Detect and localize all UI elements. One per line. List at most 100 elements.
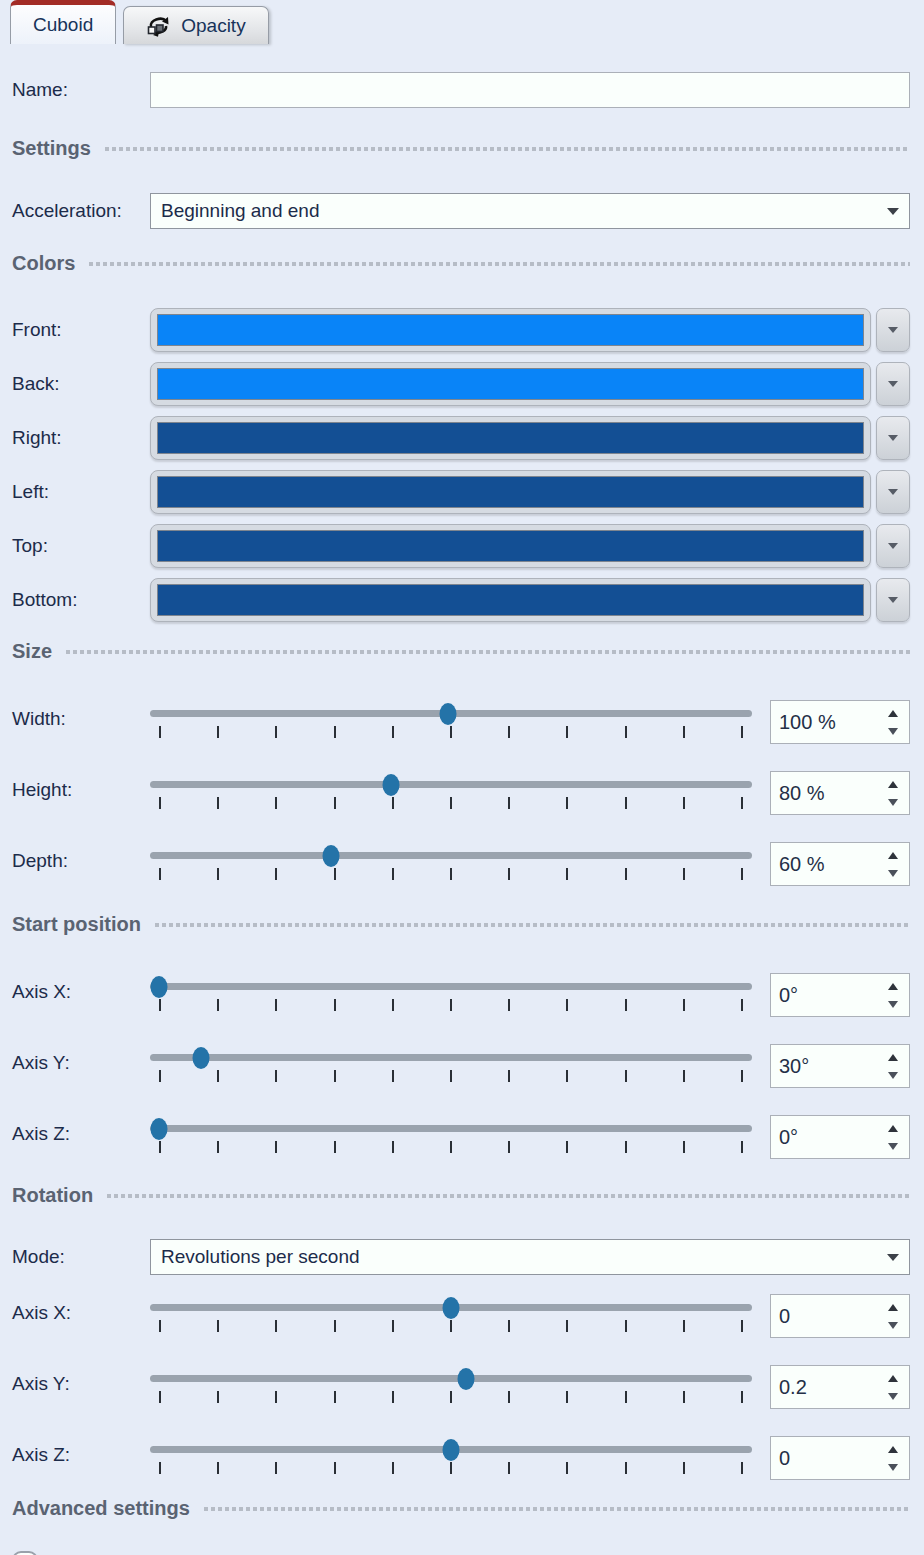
spin-down-icon[interactable]: [888, 1143, 898, 1150]
rotation-axis-y-row: Axis Y: 0.2: [12, 1365, 910, 1409]
bottom-color-picker[interactable]: [150, 578, 871, 622]
tick-mark: [334, 868, 336, 880]
start-axis-z-value[interactable]: 0°: [771, 1126, 877, 1149]
tick-mark: [159, 1462, 161, 1474]
start-axis-z-slider[interactable]: [150, 1125, 752, 1153]
slider-track[interactable]: [150, 983, 752, 990]
slider-track[interactable]: [150, 852, 752, 859]
slider-track[interactable]: [150, 1054, 752, 1061]
tab-cuboid[interactable]: Cuboid: [10, 0, 116, 44]
back-color-dropdown-button[interactable]: [876, 362, 910, 406]
rotation-axis-x-value[interactable]: 0: [771, 1305, 877, 1328]
spin-down-icon[interactable]: [888, 870, 898, 877]
tick-mark: [334, 797, 336, 809]
width-spinbox[interactable]: 100 %: [770, 700, 910, 744]
rotation-section-title: Rotation: [12, 1184, 93, 1207]
spin-down-icon[interactable]: [888, 728, 898, 735]
spin-down-icon[interactable]: [888, 1001, 898, 1008]
start-axis-y-spinbox[interactable]: 30°: [770, 1044, 910, 1088]
back-color-picker[interactable]: [150, 362, 871, 406]
slider-thumb[interactable]: [439, 703, 456, 725]
spin-up-icon[interactable]: [888, 1054, 898, 1061]
rotation-axis-y-value[interactable]: 0.2: [771, 1376, 877, 1399]
depth-slider[interactable]: [150, 852, 752, 880]
slider-ticks: [150, 1141, 752, 1153]
slider-track[interactable]: [150, 781, 752, 788]
slider-thumb[interactable]: [443, 1297, 460, 1319]
rotation-axis-z-spinbox[interactable]: 0: [770, 1436, 910, 1480]
spin-down-icon[interactable]: [888, 1464, 898, 1471]
right-color-picker[interactable]: [150, 416, 871, 460]
start-axis-x-value[interactable]: 0°: [771, 984, 877, 1007]
start-axis-x-spinbox[interactable]: 0°: [770, 973, 910, 1017]
rotation-axis-x-spinbox[interactable]: 0: [770, 1294, 910, 1338]
spin-up-icon[interactable]: [888, 852, 898, 859]
front-color-dropdown-button[interactable]: [876, 308, 910, 352]
tick-mark: [741, 1462, 743, 1474]
depth-value[interactable]: 60 %: [771, 853, 877, 876]
slider-thumb[interactable]: [193, 1047, 210, 1069]
spin-up-icon[interactable]: [888, 983, 898, 990]
start-axis-y-slider[interactable]: [150, 1054, 752, 1082]
rotation-axis-z-value[interactable]: 0: [771, 1447, 877, 1470]
spin-up-icon[interactable]: [888, 1375, 898, 1382]
spin-up-icon[interactable]: [888, 1304, 898, 1311]
spin-up-icon[interactable]: [888, 1125, 898, 1132]
height-slider[interactable]: [150, 781, 752, 809]
mode-dropdown-value: Revolutions per second: [161, 1246, 360, 1268]
rotation-axis-y-spinbox[interactable]: 0.2: [770, 1365, 910, 1409]
height-value[interactable]: 80 %: [771, 782, 877, 805]
left-color-dropdown-button[interactable]: [876, 470, 910, 514]
mode-dropdown[interactable]: Revolutions per second: [150, 1239, 910, 1275]
slider-ticks: [150, 999, 752, 1011]
acceleration-dropdown[interactable]: Beginning and end: [150, 193, 910, 229]
start-axis-z-spinbox[interactable]: 0°: [770, 1115, 910, 1159]
spin-up-icon[interactable]: [888, 710, 898, 717]
slider-thumb[interactable]: [382, 774, 399, 796]
spin-up-icon[interactable]: [888, 781, 898, 788]
spin-down-icon[interactable]: [888, 1072, 898, 1079]
start-axis-y-value[interactable]: 30°: [771, 1055, 877, 1078]
color-row-back: Back:: [12, 362, 910, 406]
name-input[interactable]: [150, 72, 910, 108]
tick-mark: [275, 999, 277, 1011]
tick-mark: [566, 868, 568, 880]
top-color-picker[interactable]: [150, 524, 871, 568]
slider-track[interactable]: [150, 1446, 752, 1453]
rotation-axis-z-slider[interactable]: [150, 1446, 752, 1474]
height-spinbox[interactable]: 80 %: [770, 771, 910, 815]
width-slider[interactable]: [150, 710, 752, 738]
slider-thumb[interactable]: [151, 1118, 168, 1140]
slider-thumb[interactable]: [443, 1439, 460, 1461]
front-color-picker[interactable]: [150, 308, 871, 352]
depth-spinbox[interactable]: 60 %: [770, 842, 910, 886]
tick-mark: [683, 1462, 685, 1474]
dotted-separator: [105, 147, 910, 151]
slider-thumb[interactable]: [458, 1368, 475, 1390]
tick-mark: [625, 1070, 627, 1082]
rotation-axis-y-slider[interactable]: [150, 1375, 752, 1403]
start-axis-x-slider[interactable]: [150, 983, 752, 1011]
left-color-picker[interactable]: [150, 470, 871, 514]
slider-track[interactable]: [150, 1304, 752, 1311]
rotation-axis-x-slider[interactable]: [150, 1304, 752, 1332]
tick-mark: [159, 797, 161, 809]
spin-down-icon[interactable]: [888, 1393, 898, 1400]
top-color-dropdown-button[interactable]: [876, 524, 910, 568]
tab-opacity[interactable]: Opacity: [123, 6, 268, 44]
right-color-dropdown-button[interactable]: [876, 416, 910, 460]
spin-up-icon[interactable]: [888, 1446, 898, 1453]
width-value[interactable]: 100 %: [771, 711, 877, 734]
slider-thumb[interactable]: [322, 845, 339, 867]
slider-track[interactable]: [150, 710, 752, 717]
leave-in-place-checkbox[interactable]: [12, 1551, 38, 1555]
slider-track[interactable]: [150, 1125, 752, 1132]
spin-down-icon[interactable]: [888, 799, 898, 806]
slider-thumb[interactable]: [151, 976, 168, 998]
tick-mark: [741, 726, 743, 738]
size-section-title: Size: [12, 640, 52, 663]
slider-track[interactable]: [150, 1375, 752, 1382]
spin-down-icon[interactable]: [888, 1322, 898, 1329]
bottom-color-dropdown-button[interactable]: [876, 578, 910, 622]
tick-mark: [392, 868, 394, 880]
